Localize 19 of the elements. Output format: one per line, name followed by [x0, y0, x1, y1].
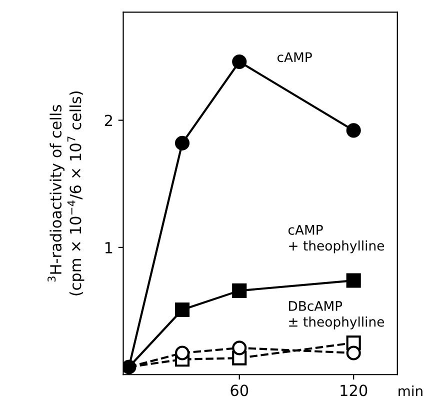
point: [232, 340, 247, 356]
point: [174, 302, 190, 318]
x-tick-label: 60: [230, 384, 248, 396]
annotation: cAMP: [277, 52, 312, 62]
x-axis-title: min: [398, 386, 422, 396]
y-axis-title: $^{3}$H-radioactivity of cells (cpm × 10$^{−4}$/6 × 10$^{7}$ cells): [48, 92, 84, 296]
point: [174, 346, 190, 360]
y-tick-label: 2: [104, 114, 112, 126]
y-tick-label: 1: [105, 242, 112, 254]
point: [174, 136, 190, 150]
point: [346, 346, 361, 360]
point: [346, 123, 361, 138]
annotation: cAMP + theophylline: [288, 225, 384, 254]
annotation: DBcAMP ± theophylline: [289, 301, 384, 330]
point: [346, 273, 361, 288]
x-tick-label: 120: [340, 384, 368, 396]
point: [123, 360, 136, 374]
point: [232, 283, 247, 298]
point: [232, 54, 247, 70]
